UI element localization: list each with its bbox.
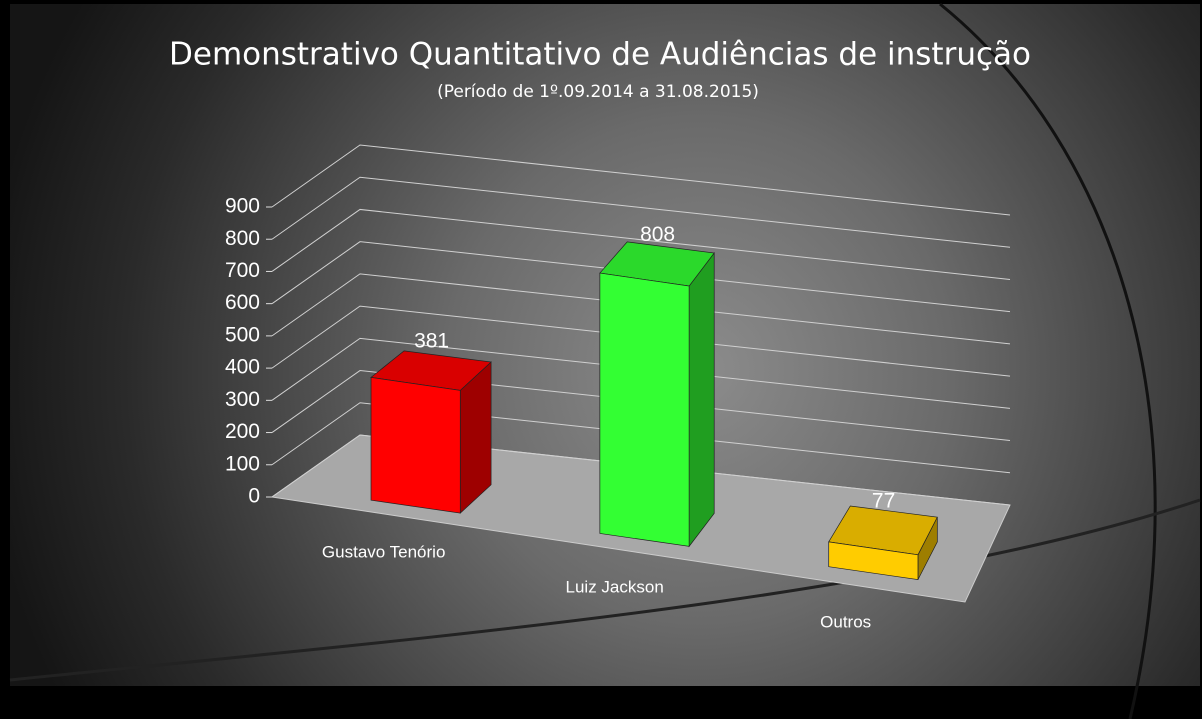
value-label: 808 [640,223,675,246]
y-tick-label: 600 [225,291,260,314]
y-tick-label: 200 [225,420,260,443]
y-tick-label: 500 [225,323,260,346]
y-tick-label: 300 [225,388,260,411]
decor-arc [9,498,1201,682]
x-tick-label: Gustavo Tenório [322,542,445,561]
bar [828,541,919,581]
y-tick-label: 400 [225,356,260,379]
grid-line [271,176,1011,248]
decor-arc [939,2,1157,719]
grid-line [271,273,1011,345]
grid-line [271,434,1011,506]
grid-line [271,337,1011,409]
y-tick-label: 100 [225,452,260,475]
bar [599,272,690,547]
grid-line [271,402,1011,474]
bar [370,376,461,514]
grid-line [271,208,1011,280]
grid-line [271,305,1011,377]
y-tick-label: 700 [225,259,260,282]
y-tick-label: 0 [248,485,260,508]
y-tick-label: 800 [225,227,260,250]
chart-subtitle: (Período de 1º.09.2014 a 31.08.2015) [437,82,759,102]
bar-side [688,251,715,548]
x-tick-label: Outros [820,612,871,631]
value-label: 381 [414,330,449,353]
chart-title: Demonstrativo Quantitativo de Audiências… [169,37,1031,73]
grid-line [271,370,1011,442]
x-tick-label: Luiz Jackson [566,577,664,596]
value-label: 77 [872,489,895,512]
grid-line [271,241,1011,313]
y-tick-label: 900 [225,195,260,218]
grid-line [271,144,1011,216]
